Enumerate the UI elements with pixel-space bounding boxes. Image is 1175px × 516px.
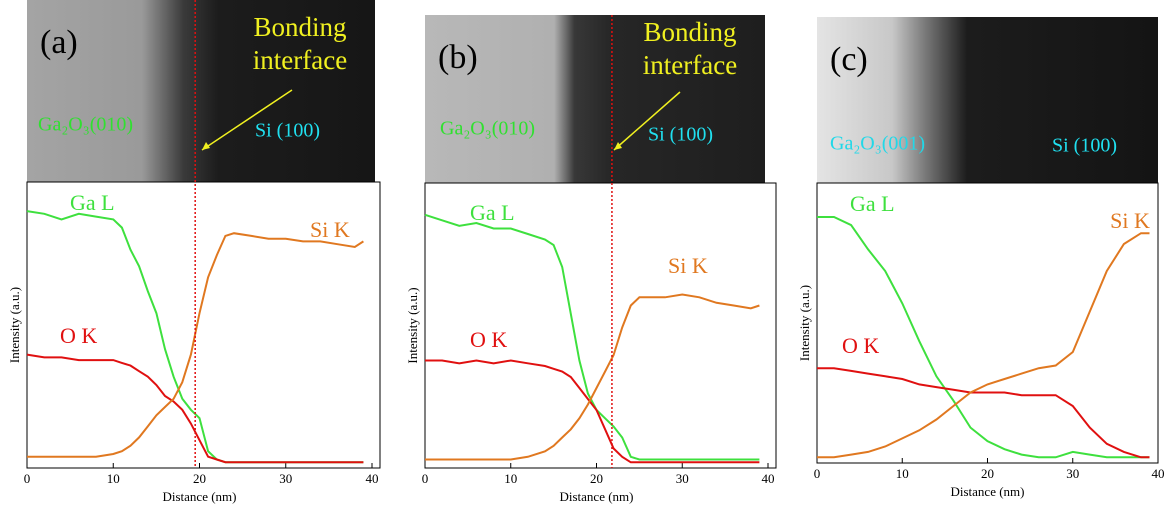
x-axis-label: Distance (nm) (559, 489, 633, 504)
series-line (425, 293, 760, 461)
micrograph (27, 0, 375, 182)
series-line (817, 216, 1150, 459)
interface-label: interface (253, 45, 347, 75)
x-tick-label: 30 (279, 471, 292, 486)
interface-label: interface (643, 50, 737, 80)
panel-label: (a) (40, 24, 78, 61)
x-tick-label: 40 (366, 471, 379, 486)
panel-label: (b) (438, 39, 478, 76)
series-line (425, 359, 760, 464)
x-tick-label: 40 (762, 471, 775, 486)
x-tick-label: 40 (1152, 466, 1165, 481)
plot-frame (424, 182, 777, 469)
x-tick-label: 0 (814, 466, 821, 481)
x-tick-label: 20 (981, 466, 994, 481)
series-label: O K (60, 323, 97, 348)
plot-frame (816, 182, 1159, 464)
y-axis-label: Intensity (a.u.) (7, 287, 22, 363)
series-line (817, 367, 1150, 459)
series-label: Ga L (850, 191, 895, 216)
x-tick-label: 30 (676, 471, 689, 486)
series-label: Si K (310, 217, 350, 242)
series-line (26, 353, 364, 464)
y-axis-label: Intensity (a.u.) (797, 285, 812, 361)
series-label: Ga L (70, 190, 115, 215)
arrow (201, 89, 293, 151)
x-tick-label: 10 (896, 466, 909, 481)
series-label: Si K (668, 253, 708, 278)
x-axis-label: Distance (nm) (162, 489, 236, 504)
arrow-head (202, 142, 210, 150)
x-tick-label: 20 (590, 471, 603, 486)
interface-label: Bonding (253, 12, 346, 42)
material-label: Si (100) (648, 124, 713, 146)
x-tick-label: 10 (107, 471, 120, 486)
x-tick-label: 10 (504, 471, 517, 486)
material-label: Ga₂O₃(010) (38, 114, 133, 136)
micrograph (817, 17, 1158, 183)
panel-label: (c) (830, 41, 868, 78)
series-line (817, 232, 1150, 459)
x-axis-label: Distance (nm) (950, 484, 1024, 499)
arrow (613, 91, 681, 151)
series-label: Ga L (470, 200, 515, 225)
y-axis-label: Intensity (a.u.) (405, 287, 420, 363)
arrow-head (614, 142, 622, 150)
x-tick-label: 0 (24, 471, 31, 486)
x-tick-label: 20 (193, 471, 206, 486)
material-label: Si (100) (255, 120, 320, 142)
series-label: O K (842, 333, 879, 358)
micrograph (425, 15, 765, 183)
x-tick-label: 0 (422, 471, 429, 486)
series-label: Si K (1110, 208, 1150, 233)
series-line (27, 232, 364, 458)
material-label: Si (100) (1052, 135, 1117, 157)
material-label: Ga₂O₃(010) (440, 118, 535, 140)
series-label: O K (470, 327, 507, 352)
plot-frame (26, 181, 381, 469)
interface-label: Bonding (643, 17, 736, 47)
x-tick-label: 30 (1066, 466, 1079, 481)
material-label: Ga₂O₃(001) (830, 133, 925, 155)
